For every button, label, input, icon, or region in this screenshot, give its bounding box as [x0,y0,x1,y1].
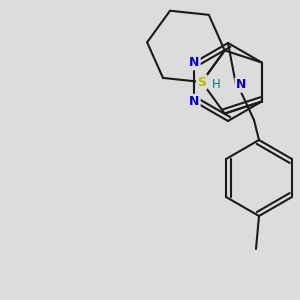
Text: S: S [197,76,206,88]
Text: N: N [189,95,200,108]
Text: H: H [212,79,220,92]
Text: N: N [189,56,200,69]
Text: N: N [236,79,246,92]
